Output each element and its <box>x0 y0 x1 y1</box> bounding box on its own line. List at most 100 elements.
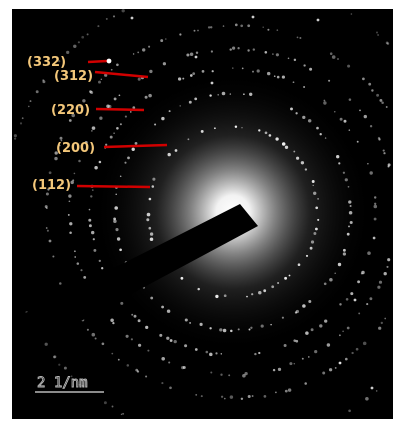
ring-spot <box>209 94 212 97</box>
ring-spot <box>229 48 232 51</box>
ring-spot <box>180 276 184 280</box>
ring-spot <box>272 53 274 55</box>
ring-spot <box>70 375 73 378</box>
ring-spot <box>304 382 307 385</box>
ring-spot <box>299 37 302 39</box>
ring-spot <box>117 358 120 361</box>
ring-spot <box>293 363 296 365</box>
ring-spot <box>296 36 299 39</box>
ring-spot <box>189 74 193 77</box>
ring-spot <box>84 140 88 145</box>
ring-spot <box>42 79 45 82</box>
ring-spot <box>127 156 130 160</box>
ring-spot <box>293 339 296 342</box>
ring-spot <box>103 401 107 405</box>
ring-spot <box>148 45 151 48</box>
ring-spot <box>247 49 250 52</box>
ring-spot <box>266 71 271 76</box>
ring-spot <box>309 67 313 71</box>
ring-spot <box>45 227 48 229</box>
ring-spot <box>173 339 177 344</box>
ring-spot <box>375 390 378 392</box>
stray-spot <box>353 298 357 302</box>
ring-spot <box>179 33 182 36</box>
ring-spot <box>270 323 272 326</box>
ring-spot <box>288 274 291 277</box>
ring-spot <box>88 218 92 222</box>
ring-spot <box>174 149 178 152</box>
ring-spot <box>187 138 190 141</box>
ring-spot <box>104 73 108 77</box>
ring-spot <box>287 388 292 392</box>
ring-spot <box>246 295 248 298</box>
ring-spot <box>384 317 387 320</box>
ring-spot <box>284 389 288 393</box>
ring-spot <box>322 371 326 375</box>
ring-spot <box>69 222 73 226</box>
ring-spot <box>263 289 267 293</box>
ring-spot <box>281 75 285 79</box>
ring-spot <box>45 192 49 196</box>
ring-spot <box>184 344 188 348</box>
ring-spot <box>111 405 114 408</box>
ring-spot <box>284 276 288 280</box>
ring-spot <box>342 171 346 174</box>
ring-spot <box>88 208 91 211</box>
ring-spot <box>315 227 318 231</box>
ring-spot <box>338 162 341 165</box>
ring-spot <box>72 179 75 182</box>
ring-spot <box>347 64 351 68</box>
ring-spot <box>129 111 132 113</box>
ring-spot <box>292 81 295 84</box>
stray-spot <box>316 18 320 22</box>
ring-spot <box>293 150 296 153</box>
ring-spot <box>91 130 93 132</box>
ring-label-220: (220) <box>51 103 90 118</box>
ring-spot <box>240 24 244 28</box>
ring-spot <box>374 202 377 205</box>
stray-spot <box>251 15 255 19</box>
ring-spot <box>68 194 72 198</box>
ring-spot <box>130 338 133 341</box>
ring-spot <box>113 97 117 101</box>
ring-spot <box>197 287 200 291</box>
ring-spot <box>272 368 276 372</box>
ring-spot <box>165 38 167 40</box>
ring-spot <box>207 26 211 29</box>
ring-spot <box>295 339 299 343</box>
ring-spot <box>137 319 141 323</box>
ring-spot <box>60 139 63 142</box>
ring-spot <box>90 90 94 95</box>
ring-spot <box>276 29 279 31</box>
ring-spot <box>149 69 153 74</box>
ring-spot <box>21 117 24 120</box>
ring-spot <box>209 327 212 330</box>
ring-spot <box>221 91 226 96</box>
ring-spot <box>195 51 199 55</box>
ring-spot <box>137 77 141 81</box>
ring-spot <box>214 127 216 130</box>
ring-spot <box>303 64 306 67</box>
ring-spot <box>121 9 125 13</box>
ring-spot <box>296 156 300 160</box>
ring-spot <box>277 281 280 285</box>
ring-spot <box>148 226 152 230</box>
ring-spot <box>192 72 196 75</box>
ring-spot <box>262 26 264 28</box>
ring-spot <box>356 140 359 143</box>
stray-spot <box>338 361 342 365</box>
ring-spot <box>59 144 61 147</box>
ring-spot <box>224 397 226 400</box>
ring-spot <box>281 142 286 146</box>
ring-spot <box>328 368 333 372</box>
ring-spot <box>334 366 337 369</box>
ring-spot <box>376 31 378 34</box>
ring-spot <box>363 114 367 119</box>
ring-spot <box>367 251 371 255</box>
ring-spot <box>237 328 240 331</box>
ring-spot <box>362 77 365 81</box>
ring-spot <box>348 98 352 101</box>
ring-spot <box>331 55 336 59</box>
ring-spot <box>283 344 287 347</box>
